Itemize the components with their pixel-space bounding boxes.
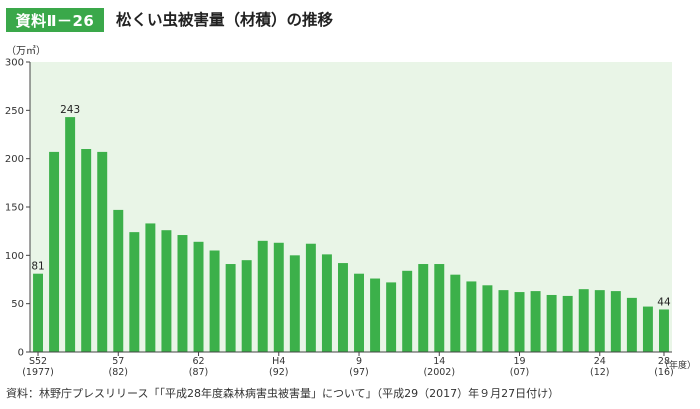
data-label-1979: 243	[60, 104, 80, 116]
bar-1982	[113, 209, 124, 352]
data-label-1977: 81	[31, 261, 44, 273]
figure-title: 松くい虫被害量（材積）の推移	[116, 11, 334, 29]
y-axis-unit-label: （万㎥）	[6, 46, 46, 57]
bar-1979	[65, 117, 76, 352]
x-tick-label-year: 19	[513, 356, 525, 367]
bar-2003	[450, 274, 461, 352]
bar-1992	[273, 242, 284, 352]
y-tick-label: 200	[5, 154, 24, 165]
bar-1978	[49, 151, 60, 352]
bar-2008	[530, 291, 541, 352]
bar-1988	[209, 250, 220, 352]
bar-2010	[562, 295, 573, 352]
x-tick-label-year: H4	[272, 356, 285, 367]
bar-2002	[434, 264, 445, 352]
x-tick-label-year: 24	[594, 356, 606, 367]
bar-2013	[610, 291, 621, 352]
x-tick-label-western-year: (1977)	[22, 367, 54, 378]
bar-2007	[514, 292, 525, 352]
bar-1985	[161, 230, 172, 352]
bar-2005	[482, 285, 493, 352]
bar-2014	[626, 297, 637, 352]
bar-1999	[386, 282, 397, 352]
bar-1981	[97, 151, 108, 352]
y-tick-label: 0	[18, 348, 24, 359]
y-tick-label: 300	[5, 58, 24, 69]
bar-1987	[193, 241, 204, 352]
y-tick-label: 150	[5, 203, 24, 214]
bar-2011	[578, 289, 589, 352]
x-tick-label-western-year: (2002)	[423, 367, 455, 378]
x-tick-label-year: 57	[112, 356, 124, 367]
axes-layer	[26, 61, 672, 356]
x-tick-label-western-year: (92)	[269, 367, 289, 378]
bar-1994	[305, 243, 316, 352]
x-tick-label-year: 62	[192, 356, 204, 367]
bar-2009	[546, 294, 557, 352]
labels-layer: 0 50 100 150 200 250 300 S52(1977) 57(82) 62(87) H…	[5, 58, 696, 379]
y-tick-label: 100	[5, 251, 24, 262]
bar-1997	[354, 273, 364, 352]
x-tick-label-western-year: (87)	[189, 367, 209, 378]
data-label-2016: 44	[657, 296, 671, 308]
x-tick-label-year: 28	[658, 356, 670, 367]
bar-1984	[145, 223, 156, 352]
bar-2015	[642, 306, 653, 352]
bar-2000	[402, 270, 413, 352]
bar-1977	[33, 273, 43, 352]
x-tick-label-western-year: (07)	[510, 367, 530, 378]
source-note: 資料：林野庁プレスリリース「「平成28年度森林病害虫被害量」について」（平成29…	[6, 387, 560, 400]
x-axis-label: （年度）	[660, 359, 696, 371]
bar-1993	[289, 255, 300, 352]
bar-1989	[225, 264, 236, 352]
bar-1996	[338, 263, 348, 352]
x-tick-label-western-year: (12)	[590, 367, 610, 378]
plot-area	[30, 62, 672, 352]
bar-1980	[81, 149, 92, 352]
bar-2016	[659, 309, 669, 352]
bar-1990	[241, 260, 252, 352]
x-tick-label-year: 14	[433, 356, 445, 367]
x-tick-label-year: S52	[29, 356, 47, 367]
bar-1986	[177, 235, 188, 352]
bar-1983	[129, 232, 140, 352]
y-tick-label: 50	[11, 299, 24, 310]
x-tick-label-western-year: (16)	[654, 367, 674, 378]
bars-layer	[33, 117, 669, 352]
bar-2006	[498, 290, 509, 352]
y-tick-label: 250	[5, 106, 24, 117]
figure-label: 資料Ⅱ－26	[6, 8, 104, 32]
x-tick-label-western-year: (82)	[109, 367, 129, 378]
bar-2004	[466, 281, 477, 352]
x-tick-label-year: 9	[356, 356, 362, 367]
bar-1998	[370, 278, 381, 352]
bar-1995	[321, 254, 332, 352]
bar-2001	[418, 264, 429, 352]
bar-1991	[257, 240, 268, 352]
bar-2012	[594, 290, 605, 352]
x-tick-label-western-year: (97)	[349, 367, 369, 378]
